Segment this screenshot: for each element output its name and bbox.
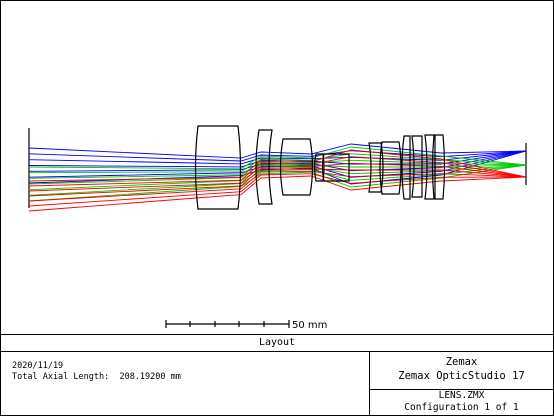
lens-element-5 bbox=[321, 153, 350, 182]
lens-element-1 bbox=[194, 125, 242, 210]
lens-layout-plot: 50 mm bbox=[28, 125, 527, 331]
ray bbox=[28, 150, 527, 162]
ray bbox=[28, 164, 527, 202]
ray bbox=[28, 175, 527, 212]
ray bbox=[28, 146, 527, 170]
ray bbox=[28, 173, 527, 207]
lens-element-3 bbox=[279, 138, 314, 196]
lens-element-6 bbox=[368, 142, 384, 193]
ray bbox=[28, 143, 527, 159]
ray-fan-field-1 bbox=[28, 143, 527, 185]
lens-element-8 bbox=[401, 135, 411, 200]
lens-element-2 bbox=[255, 129, 273, 205]
scale-bar-label: 50 mm bbox=[292, 320, 327, 331]
footer-file-panel: LENS.ZMX Configuration 1 of 1 bbox=[370, 390, 553, 415]
ray-fan-field-3 bbox=[28, 149, 527, 212]
lens-element-11 bbox=[434, 134, 446, 200]
product-name: Zemax OpticStudio 17 bbox=[398, 370, 525, 382]
scale-bar bbox=[165, 320, 290, 328]
company-name: Zemax bbox=[445, 356, 478, 368]
lens-element-9 bbox=[411, 135, 423, 198]
total-axial-length-label: Total Axial Length: 208.19200 mm bbox=[12, 372, 181, 382]
date-label: 2020/11/19 bbox=[12, 361, 64, 371]
footer-info: 2020/11/19 Total Axial Length: 208.19200… bbox=[1, 351, 553, 415]
file-name: LENS.ZMX bbox=[438, 390, 485, 401]
plot-title-bar: Layout bbox=[1, 334, 553, 352]
lens-element-4 bbox=[313, 153, 325, 182]
lens-element-7 bbox=[379, 141, 402, 195]
footer-left-panel: 2020/11/19 Total Axial Length: 208.19200… bbox=[1, 351, 370, 415]
lens-element-10 bbox=[424, 134, 435, 200]
configuration-label: Configuration 1 of 1 bbox=[404, 402, 519, 413]
lens-elements bbox=[194, 125, 446, 210]
footer-brand-panel: Zemax Zemax OpticStudio 17 bbox=[370, 351, 553, 390]
plot-title: Layout bbox=[258, 337, 296, 348]
